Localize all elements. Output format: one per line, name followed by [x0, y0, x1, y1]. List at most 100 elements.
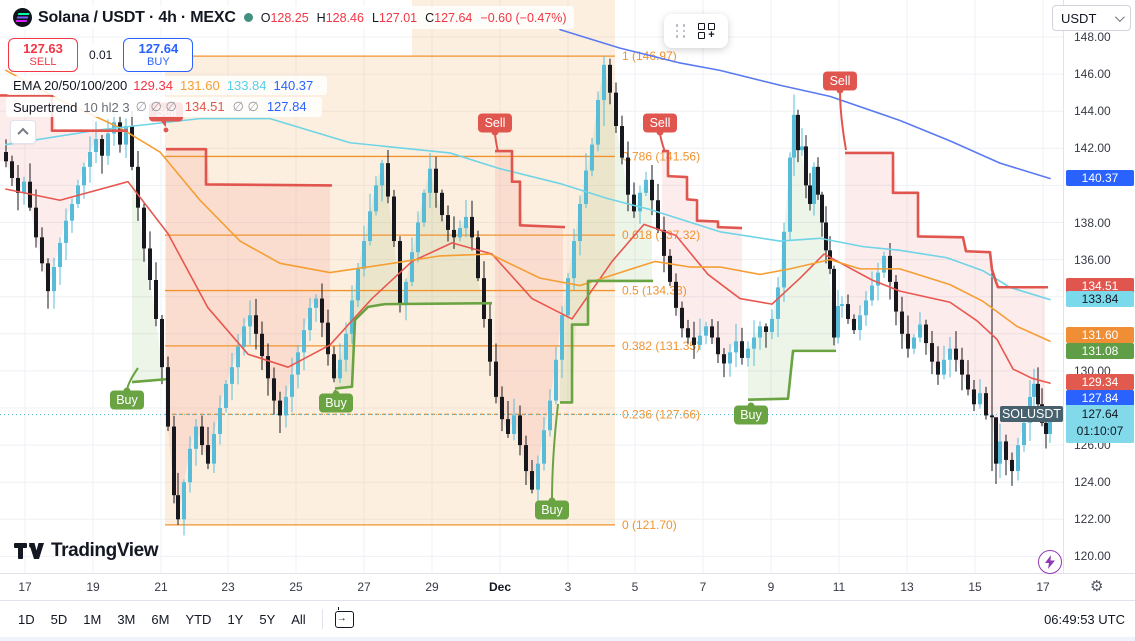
- current-price-chip[interactable]: 127.64 01:10:07: [1066, 404, 1134, 443]
- go-to-date-icon[interactable]: [334, 606, 354, 628]
- collapse-legend-button[interactable]: [10, 120, 36, 144]
- candle-body: [82, 166, 86, 186]
- supertrend-up-line: [747, 349, 836, 401]
- price-chip-127.84[interactable]: 127.84: [1066, 390, 1134, 406]
- price-chip-129.34[interactable]: 129.34: [1066, 374, 1134, 390]
- price-chip-131.08[interactable]: 131.08: [1066, 343, 1134, 359]
- candle-body: [296, 352, 300, 375]
- chart-pane[interactable]: 1 (146.97) 0.786 (141.56) 0.618 (137.32) 0.…: [0, 0, 1063, 573]
- range-button-YTD[interactable]: YTD: [185, 611, 212, 627]
- candle-body: [966, 374, 970, 390]
- supertrend-band: [662, 151, 742, 361]
- candle-body: [260, 333, 264, 357]
- sell-signal-label[interactable]: Sell: [478, 113, 512, 133]
- realtime-lightning-icon[interactable]: [1038, 550, 1062, 574]
- candle-body: [530, 471, 534, 490]
- candle-body: [1032, 383, 1036, 397]
- price-chip-134.51[interactable]: 134.51: [1066, 278, 1134, 294]
- time-tick-19: 19: [86, 580, 100, 594]
- range-button-5D[interactable]: 5D: [50, 611, 68, 627]
- sell-signal-label[interactable]: Sell: [823, 71, 857, 91]
- range-button-6M[interactable]: 6M: [151, 611, 170, 627]
- window-bottom-strip: [0, 637, 1135, 641]
- candle-body: [350, 300, 354, 334]
- ema-indicator-name: EMA 20/50/100/200: [13, 78, 128, 93]
- price-tick: 136.00: [1074, 252, 1111, 267]
- candle-body: [590, 144, 594, 171]
- floating-toolbar[interactable]: +: [664, 14, 728, 48]
- range-button-5Y[interactable]: 5Y: [259, 611, 276, 627]
- candle-body: [458, 228, 462, 238]
- buy-signal-label[interactable]: Buy: [110, 390, 144, 410]
- candle-body: [136, 166, 140, 208]
- candle-body: [88, 152, 92, 167]
- candle-body: [434, 168, 438, 193]
- utc-clock[interactable]: 06:49:53 UTC: [1044, 611, 1125, 627]
- candle-body: [488, 318, 492, 362]
- candle-body: [782, 231, 786, 288]
- buy-signal-label[interactable]: Buy: [535, 500, 569, 520]
- price-chip-131.60[interactable]: 131.60: [1066, 327, 1134, 343]
- sell-signal-label[interactable]: Sell: [643, 113, 677, 133]
- candle-body: [740, 341, 744, 358]
- candle-body: [194, 426, 198, 449]
- price-chip-133.84[interactable]: 133.84: [1066, 291, 1134, 307]
- symbol-title[interactable]: Solana / USDT · 4h · MEXC: [38, 8, 236, 26]
- candle-body: [972, 389, 976, 405]
- candle-body: [386, 163, 390, 197]
- candle-body: [362, 241, 366, 269]
- candle-body: [560, 315, 564, 360]
- candle-body: [212, 433, 216, 464]
- price-axis[interactable]: 148.00 146.00 144.00 142.00 138.00 136.00 130.…: [1063, 0, 1135, 573]
- candle-body: [248, 315, 252, 327]
- candle-body: [832, 268, 836, 338]
- drag-handle-icon[interactable]: [675, 24, 687, 38]
- candle-body: [954, 348, 958, 360]
- candle-body: [686, 328, 690, 338]
- marker-stem: [839, 89, 847, 151]
- currency-select[interactable]: USDT: [1052, 5, 1131, 31]
- candle-body: [566, 278, 570, 316]
- candle-body: [464, 216, 468, 229]
- ema-legend-row[interactable]: EMA 20/50/100/200 129.34 131.60 133.84 140.…: [6, 76, 328, 95]
- supertrend-band: [560, 64, 652, 403]
- candle-body: [272, 378, 276, 401]
- multichart-layout-icon[interactable]: +: [698, 23, 716, 41]
- candle-body: [894, 281, 898, 312]
- candle-body: [16, 177, 20, 193]
- symbol-price-chip: SOLUSDT: [1000, 405, 1063, 422]
- range-button-1D[interactable]: 1D: [18, 611, 35, 627]
- candle-body: [764, 326, 768, 332]
- range-button-1M[interactable]: 1M: [83, 611, 102, 627]
- buy-button[interactable]: 127.64 BUY: [123, 38, 194, 72]
- candle-body: [870, 285, 874, 301]
- range-button-3M[interactable]: 3M: [117, 611, 136, 627]
- time-tick-5: 5: [631, 580, 639, 594]
- candle-body: [344, 333, 348, 360]
- market-open-dot-icon[interactable]: [243, 13, 253, 22]
- buy-signal-label[interactable]: Buy: [319, 393, 353, 413]
- candle-body: [578, 203, 582, 242]
- candle-body: [482, 278, 486, 319]
- time-axis[interactable]: 17 19 21 23 25 27 29 Dec 3 5 7 9 11 13 15 17: [0, 573, 1135, 600]
- supertrend-legend-row[interactable]: Supertrend 10 hl2 3 ∅ ∅ ∅ 134.51 ∅ ∅ 127.84: [6, 97, 322, 117]
- range-button-All[interactable]: All: [291, 611, 306, 627]
- candle-body: [644, 179, 648, 193]
- sell-button[interactable]: 127.63 SELL: [8, 38, 78, 72]
- candle-body: [46, 263, 50, 292]
- buy-signal-label[interactable]: Buy: [734, 405, 768, 425]
- candle-body: [230, 367, 234, 384]
- axis-settings-gear-icon[interactable]: ⚙: [1090, 578, 1104, 595]
- range-button-1Y[interactable]: 1Y: [227, 611, 244, 627]
- candle-body: [800, 146, 804, 151]
- candle-body: [1016, 445, 1020, 472]
- ema-value: 133.84: [226, 78, 267, 93]
- candle-body: [998, 441, 1002, 464]
- tradingview-logo[interactable]: TradingView: [14, 540, 159, 562]
- svg-text:Buy: Buy: [116, 393, 138, 407]
- svg-text:Buy: Buy: [325, 396, 347, 410]
- candle-body: [978, 393, 982, 405]
- price-chip-140.37[interactable]: 140.37: [1066, 170, 1134, 186]
- candle-body: [596, 100, 600, 145]
- supertrend-band: [845, 152, 1045, 467]
